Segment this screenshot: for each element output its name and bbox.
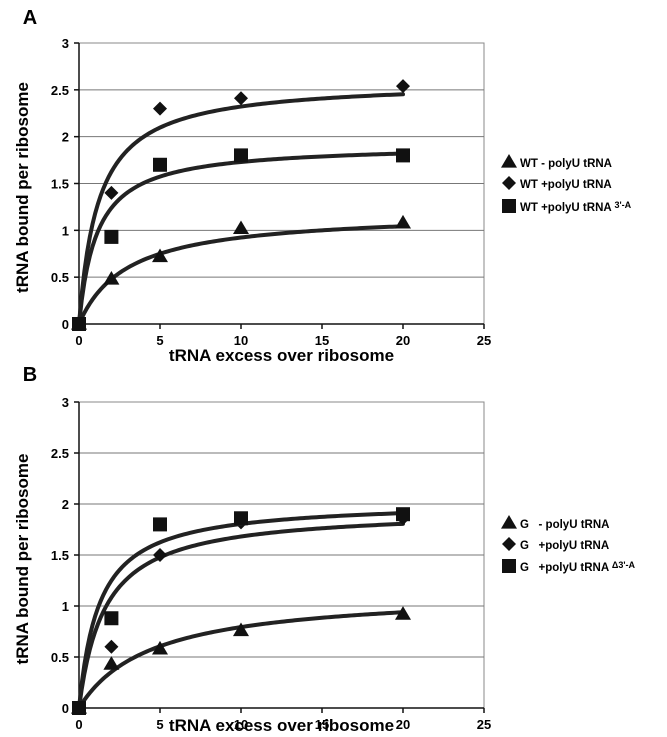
data-point: [104, 639, 119, 654]
y-tick-label: 1: [62, 223, 69, 238]
data-point: [234, 511, 248, 526]
fit-curve: [77, 92, 405, 326]
fit-curve: [77, 511, 405, 710]
x-axis-title: tRNA excess over ribosome: [169, 346, 394, 365]
panel-letter: B: [23, 364, 37, 386]
legend-label: WT +polyU tRNA: [520, 179, 612, 191]
legend-label: WT - polyU tRNA: [520, 158, 612, 170]
y-tick-label: 1.5: [51, 548, 69, 563]
data-point: [104, 229, 119, 244]
legend-marker: [502, 176, 516, 190]
legend-label: G +polyU tRNA: [520, 540, 609, 552]
x-tick-label: 10: [234, 717, 248, 732]
legend-label-main: WT +polyU tRNA: [520, 202, 614, 214]
y-axis-title: tRNA bound per ribosome: [13, 454, 32, 665]
panel-letter: A: [23, 7, 37, 29]
data-point: [152, 248, 168, 263]
data-point: [396, 507, 410, 522]
legend-marker: [502, 559, 516, 573]
x-tick-label: 10: [234, 333, 248, 348]
y-tick-label: 0.5: [51, 270, 69, 285]
legend-marker: [502, 199, 516, 213]
data-point: [233, 220, 249, 235]
fit-curve: [77, 224, 405, 326]
x-tick-label: 20: [396, 717, 410, 732]
data-point: [395, 606, 411, 620]
y-tick-label: 1: [62, 599, 69, 614]
x-tick-label: 0: [75, 333, 82, 348]
y-tick-label: 0: [62, 317, 69, 332]
y-tick-label: 2.5: [51, 83, 69, 98]
y-axis-title: tRNA bound per ribosome: [13, 82, 32, 293]
y-tick-label: 1.5: [51, 177, 69, 192]
x-tick-label: 5: [156, 333, 163, 348]
data-point: [153, 517, 167, 532]
data-point: [152, 640, 168, 655]
data-point: [104, 185, 119, 200]
y-tick-label: 2: [62, 497, 69, 512]
x-tick-label: 25: [477, 333, 491, 348]
data-point: [396, 148, 410, 163]
data-point: [153, 101, 167, 116]
y-tick-label: 3: [62, 395, 69, 410]
legend-label: WT +polyU tRNA 3'-A: [520, 200, 632, 214]
data-point: [234, 148, 248, 163]
x-tick-label: 0: [75, 717, 82, 732]
data-point: [396, 79, 410, 94]
y-tick-label: 2.5: [51, 446, 69, 461]
fit-curve: [77, 521, 405, 710]
x-tick-label: 15: [315, 333, 329, 348]
legend-marker: [502, 537, 516, 551]
x-tick-label: 5: [156, 717, 163, 732]
data-point: [104, 611, 119, 626]
data-point: [395, 214, 411, 229]
legend-marker: [501, 154, 517, 168]
y-tick-label: 0: [62, 701, 69, 716]
data-point: [72, 701, 86, 715]
data-point: [153, 548, 167, 562]
y-tick-label: 0.5: [51, 650, 69, 665]
legend-label-main: G +polyU tRNA: [520, 562, 612, 574]
data-point: [72, 317, 86, 331]
legend-marker: [501, 515, 517, 529]
legend-label-suffix: 3'-A: [614, 200, 631, 210]
y-tick-label: 2: [62, 130, 69, 145]
data-point: [233, 622, 249, 637]
data-point: [103, 656, 120, 670]
x-tick-label: 20: [396, 333, 410, 348]
x-tick-label: 15: [315, 717, 329, 732]
legend-label-suffix: Δ3'-A: [612, 560, 636, 570]
data-point: [234, 91, 248, 106]
y-tick-label: 3: [62, 36, 69, 51]
legend-label: G +polyU tRNA Δ3'-A: [520, 560, 636, 574]
x-axis-title: tRNA excess over ribosome: [169, 716, 394, 735]
data-point: [153, 157, 167, 172]
x-tick-label: 25: [477, 717, 491, 732]
data-point: [103, 271, 120, 285]
legend-label: G - polyU tRNA: [520, 519, 609, 531]
